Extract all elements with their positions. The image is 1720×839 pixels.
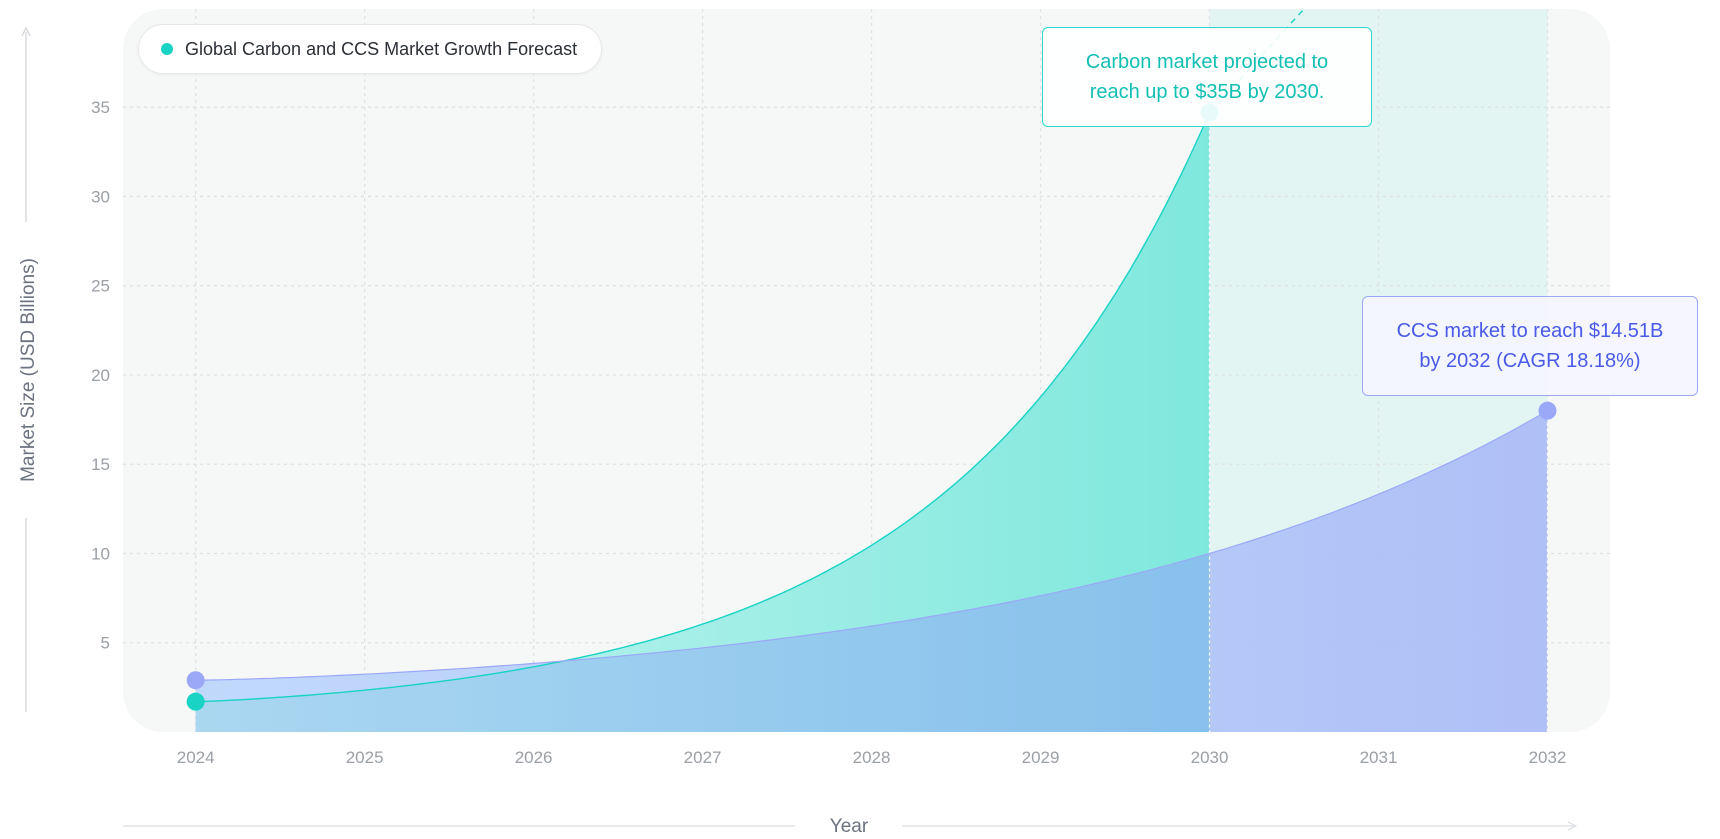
chart-legend: Global Carbon and CCS Market Growth Fore… (138, 24, 603, 74)
y-axis: Market Size (USD Billions) (18, 26, 39, 712)
x-tick-label: 2032 (1529, 748, 1567, 767)
legend-label: Global Carbon and CCS Market Growth Fore… (185, 38, 578, 59)
overlap-area (195, 553, 1210, 732)
y-tick-label: 20 (91, 366, 110, 385)
ccs-annotation-line-1: CCS market to reach $14.51B (1396, 320, 1664, 342)
y-axis-ticks: 5 10 15 20 25 30 35 (91, 98, 110, 653)
x-axis-arrow-icon (1567, 821, 1578, 831)
y-tick-label: 25 (91, 277, 110, 296)
ccs-area-tint (195, 553, 1210, 732)
carbon-annotation-line-1: Carbon market projected to (1085, 51, 1329, 73)
ccs-start-point (186, 671, 205, 690)
y-tick-label: 30 (91, 187, 110, 206)
x-axis-title: Year (830, 816, 869, 837)
x-tick-label: 2026 (515, 748, 553, 767)
ccs-annotation: CCS market to reach $14.51B by 2032 (CAG… (1362, 296, 1698, 396)
carbon-line (195, 112, 1211, 703)
ccs-annotation-line-2: by 2032 (CAGR 18.18%) (1419, 350, 1641, 372)
ccs-area (195, 410, 1548, 732)
x-tick-label: 2031 (1360, 748, 1398, 767)
y-axis-title: Market Size (USD Billions) (18, 258, 39, 482)
y-axis-arrow-icon (21, 26, 31, 37)
legend-dot-icon (161, 43, 173, 55)
ccs-end-point (1538, 401, 1557, 420)
carbon-area (195, 112, 1210, 732)
ccs-line (195, 410, 1548, 681)
x-tick-label: 2027 (684, 748, 722, 767)
x-axis-ticks: 2024 2025 2026 2027 2028 2029 2030 2031 2032 (177, 748, 1567, 767)
y-tick-label: 35 (91, 98, 110, 117)
x-tick-label: 2024 (177, 748, 215, 767)
x-axis: Year (123, 816, 1578, 837)
x-tick-label: 2028 (853, 748, 891, 767)
x-tick-label: 2025 (346, 748, 384, 767)
carbon-annotation-line-2: reach up to $35B by 2030. (1089, 81, 1325, 103)
x-tick-label: 2030 (1191, 748, 1229, 767)
y-tick-label: 5 (101, 634, 110, 653)
carbon-start-point (186, 692, 205, 711)
y-tick-label: 10 (91, 544, 110, 563)
carbon-annotation: Carbon market projected to reach up to $… (1042, 27, 1372, 127)
x-tick-label: 2029 (1022, 748, 1060, 767)
y-tick-label: 15 (91, 455, 110, 474)
